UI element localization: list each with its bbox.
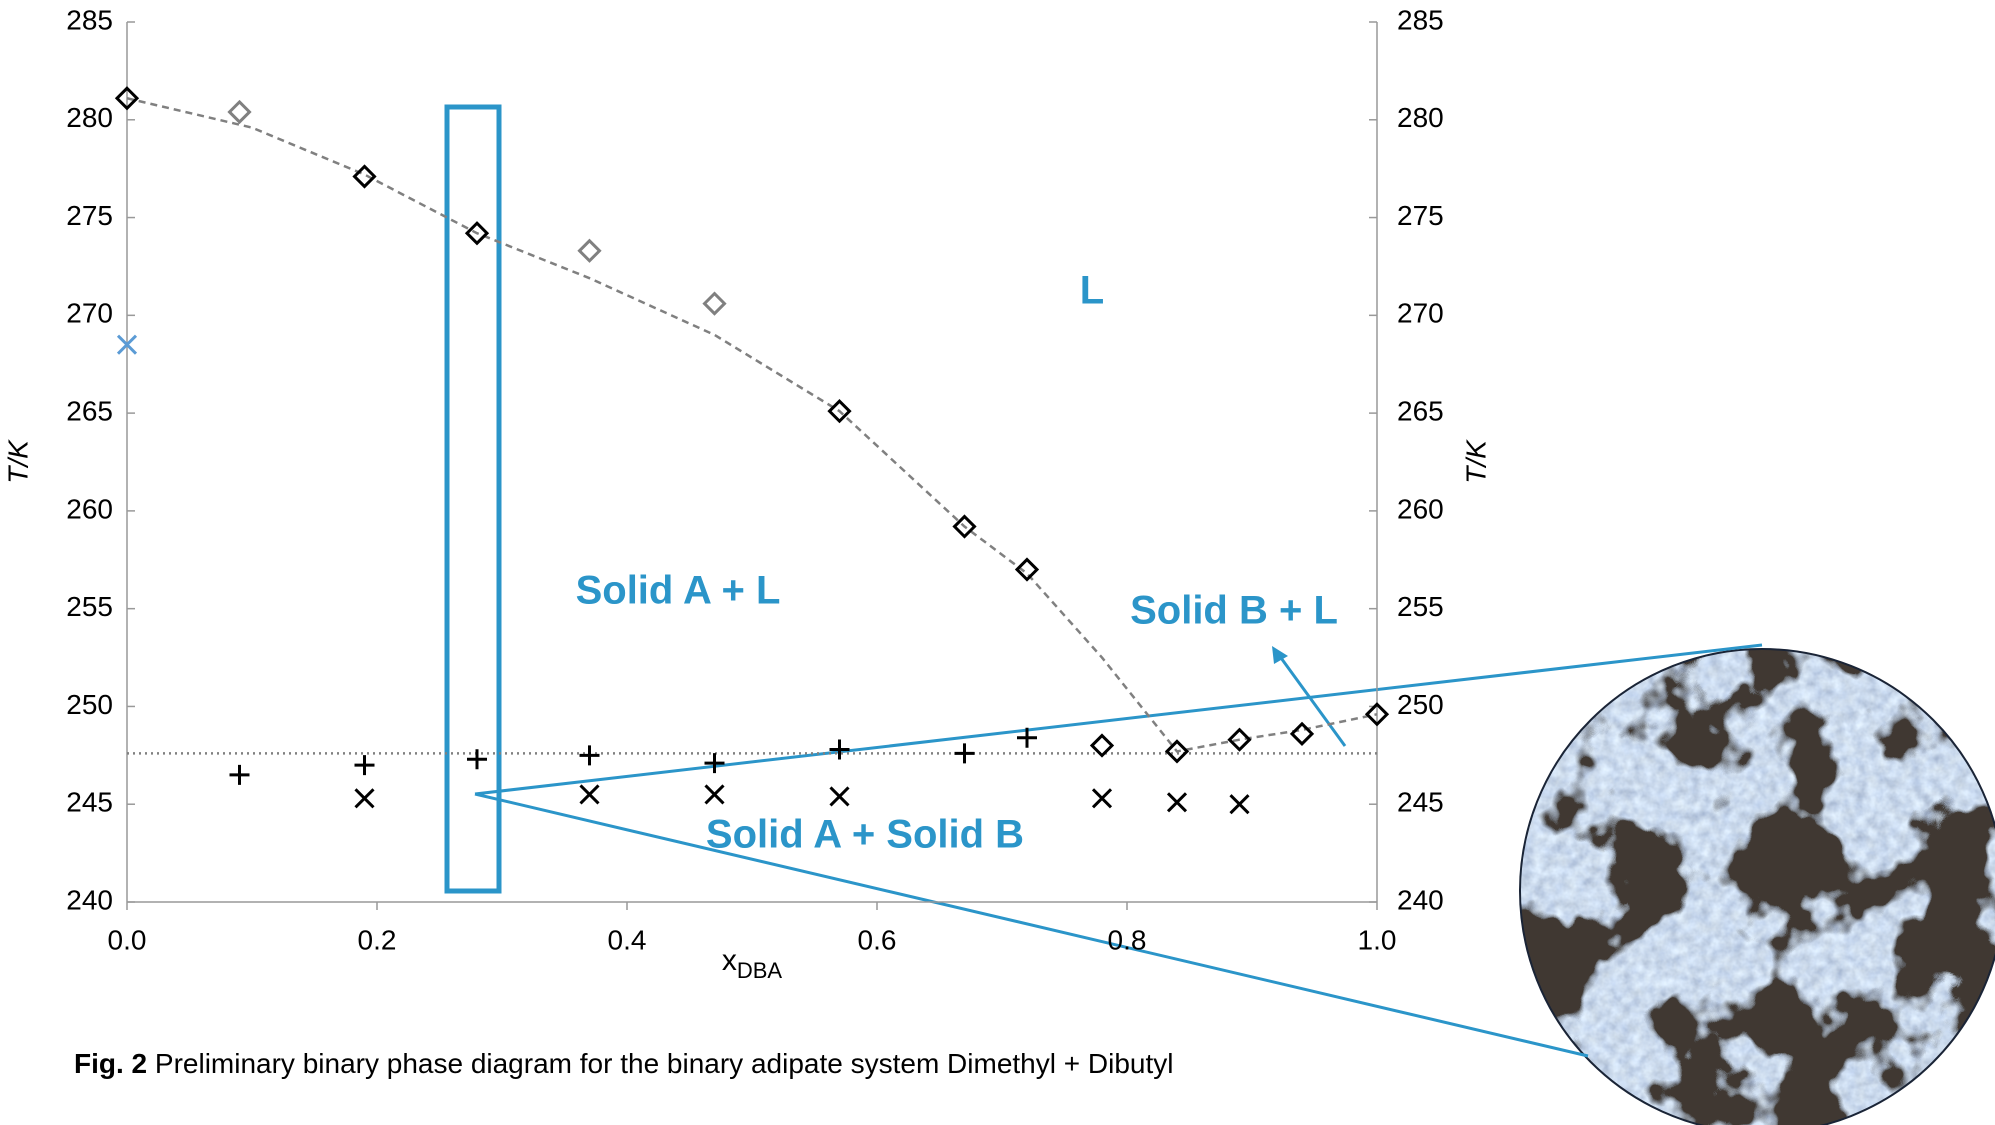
y-tick-label: 255	[66, 591, 113, 622]
plus-marker	[829, 739, 850, 760]
y2-tick-label: 250	[1397, 689, 1444, 720]
plus-marker	[354, 755, 375, 776]
y-tick-label: 245	[66, 787, 113, 818]
diamond-marker	[1289, 721, 1315, 746]
zoom-line	[474, 792, 1589, 1058]
cross-marker	[1166, 792, 1188, 813]
diamond-marker	[702, 291, 727, 316]
y-tick-label: 275	[66, 200, 113, 231]
arrow-head	[1272, 646, 1288, 664]
x-tick-label: 0.2	[358, 924, 397, 955]
diamond-marker	[464, 221, 490, 246]
diamond-marker	[577, 238, 602, 263]
x-title-main: x	[722, 944, 737, 977]
y2-tick-label: 255	[1397, 591, 1444, 622]
x-title-sub: DBA	[737, 958, 783, 983]
diamond-marker	[1227, 727, 1252, 752]
diamond-marker	[114, 86, 140, 111]
annotation: Solid B + L	[1130, 589, 1338, 633]
plus-marker	[1017, 727, 1037, 748]
y-tick-label: 285	[66, 4, 113, 35]
cross-marker	[116, 334, 138, 355]
diamond-marker	[952, 514, 977, 539]
y2-tick-label: 260	[1397, 493, 1444, 524]
zoom-line	[474, 643, 1763, 796]
cross-marker	[579, 784, 600, 805]
diamond-marker	[827, 399, 852, 424]
plus-marker	[579, 745, 600, 766]
diamond-marker	[1364, 702, 1390, 727]
caption-text: Preliminary binary phase diagram for the…	[147, 1048, 1173, 1079]
y2-tick-label: 280	[1397, 102, 1444, 133]
highlight-box	[444, 104, 502, 894]
diamond-marker	[1014, 557, 1040, 582]
y-tick-label: 265	[66, 396, 113, 427]
annotation: Solid A + Solid B	[706, 813, 1024, 857]
y2-tick-label: 240	[1397, 884, 1444, 915]
y2-tick-label: 270	[1397, 298, 1444, 329]
cross-marker	[704, 784, 725, 805]
x-tick-label: 1.0	[1358, 924, 1397, 955]
micrograph	[1520, 649, 1995, 1125]
cross-marker	[354, 788, 375, 809]
y-tick-label: 280	[66, 102, 113, 133]
diamond-marker	[1089, 733, 1115, 758]
diamond-marker	[352, 164, 377, 189]
plus-marker	[467, 749, 487, 770]
y-tick-label: 250	[66, 689, 113, 720]
y-axis-title: T/K	[2, 439, 33, 484]
y2-axis-title: T/K	[1460, 439, 1491, 484]
y-tick-label: 240	[66, 884, 113, 915]
x-tick-label: 0.0	[108, 924, 147, 955]
x-tick-label: 0.6	[858, 924, 897, 955]
y-tick-label: 260	[66, 493, 113, 524]
annotation: Solid A + L	[576, 569, 781, 613]
cross-marker	[829, 786, 850, 807]
diamond-marker	[227, 99, 252, 125]
x-tick-label: 0.4	[608, 924, 647, 955]
dashed-line	[126, 97, 1378, 753]
y-tick-label: 270	[66, 298, 113, 329]
caption-label: Fig. 2	[74, 1048, 147, 1079]
arrow	[1274, 650, 1347, 747]
plus-marker	[954, 743, 975, 764]
y2-tick-label: 245	[1397, 787, 1444, 818]
plus-marker	[229, 764, 250, 785]
y2-tick-label: 265	[1397, 396, 1444, 427]
y2-tick-label: 285	[1397, 4, 1444, 35]
diamond-marker	[1164, 739, 1190, 764]
x-axis-title: xDBA	[722, 944, 783, 983]
micrograph-border	[1519, 648, 1995, 1125]
annotation: L	[1080, 269, 1104, 313]
cross-marker	[1229, 794, 1250, 815]
cross-marker	[1091, 788, 1113, 809]
y2-tick-label: 275	[1397, 200, 1444, 231]
caption: Fig. 2 Preliminary binary phase diagram …	[74, 1048, 1173, 1079]
plus-marker	[704, 753, 725, 774]
x-tick-label: 0.8	[1108, 924, 1147, 955]
